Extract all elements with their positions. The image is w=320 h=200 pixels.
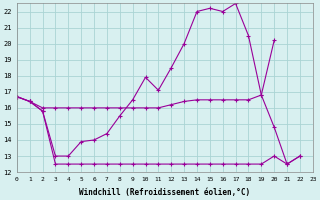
X-axis label: Windchill (Refroidissement éolien,°C): Windchill (Refroidissement éolien,°C) <box>79 188 250 197</box>
